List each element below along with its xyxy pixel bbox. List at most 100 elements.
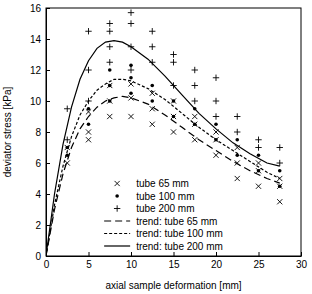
point xyxy=(192,137,197,142)
point-marker xyxy=(172,99,176,103)
x-tick-label: 25 xyxy=(253,259,265,270)
point-marker xyxy=(277,184,282,189)
y-tick-label: 12 xyxy=(30,65,42,76)
point xyxy=(171,98,176,103)
point-marker xyxy=(108,84,112,88)
point-marker xyxy=(128,95,133,100)
y-tick-mark xyxy=(46,163,50,164)
point xyxy=(277,199,282,204)
y-tick: 10 xyxy=(30,96,50,107)
legend-line xyxy=(104,233,130,234)
y-tick-mark xyxy=(46,70,50,71)
point xyxy=(213,75,219,81)
legend-label: trend: tube 200 mm xyxy=(136,241,223,252)
point-marker xyxy=(129,76,133,80)
point-marker xyxy=(255,137,261,143)
point-marker xyxy=(107,59,113,65)
point xyxy=(149,44,155,50)
x-tick: 30 xyxy=(296,252,308,270)
point xyxy=(192,114,197,119)
legend-marker-shape xyxy=(115,194,119,198)
legend-item: trend: tube 200 mm xyxy=(104,241,223,252)
point-marker xyxy=(149,28,155,34)
point-marker xyxy=(85,28,91,34)
point-marker xyxy=(213,153,218,158)
point xyxy=(108,68,112,72)
point xyxy=(278,184,282,188)
x-axis: 051015202530 xyxy=(44,252,308,270)
y-tick: 14 xyxy=(30,34,50,45)
point-marker xyxy=(256,168,261,173)
point-marker xyxy=(192,82,198,88)
legend-marker xyxy=(115,181,120,186)
point-marker xyxy=(234,113,240,119)
point-marker xyxy=(150,106,155,111)
point xyxy=(128,67,134,73)
point xyxy=(107,114,112,119)
y-tick-mark xyxy=(46,39,50,40)
point-marker xyxy=(150,84,154,88)
point-marker xyxy=(107,28,113,34)
legend-line xyxy=(104,245,130,246)
point xyxy=(86,129,91,134)
point xyxy=(150,99,154,103)
point xyxy=(171,114,176,119)
point-marker xyxy=(128,9,134,15)
point xyxy=(85,28,91,34)
point-marker xyxy=(86,129,91,134)
legend-label: trend: tube 65 mm xyxy=(136,216,217,227)
legend-marker xyxy=(115,194,119,198)
point-marker xyxy=(86,137,91,142)
point xyxy=(128,95,133,100)
legend-label: trend: tube 100 mm xyxy=(136,228,223,239)
marks xyxy=(46,9,283,256)
point-marker xyxy=(171,114,176,119)
point-marker xyxy=(277,144,283,150)
point xyxy=(277,184,282,189)
point-marker xyxy=(150,99,154,103)
y-tick-mark xyxy=(46,194,50,195)
point xyxy=(108,84,112,88)
y-axis-title: deviator stress [kPa] xyxy=(2,86,13,177)
point-marker xyxy=(214,122,218,126)
legend-label: tube 200 mm xyxy=(136,203,194,214)
plot: 0510152025300246810121416tube 65 mmtube … xyxy=(30,3,308,270)
point-marker xyxy=(107,83,112,88)
y-tick-mark xyxy=(46,132,50,133)
point-marker xyxy=(192,137,197,142)
scatter-series xyxy=(64,9,283,166)
point xyxy=(257,153,261,157)
trend-line xyxy=(46,41,280,256)
point-marker xyxy=(128,20,134,26)
point-marker xyxy=(64,106,70,112)
plot-frame xyxy=(46,8,301,256)
x-axis-title: axial sample deformation [mm] xyxy=(105,280,241,291)
point xyxy=(128,114,133,119)
x-tick: 10 xyxy=(126,252,138,270)
point-marker xyxy=(235,138,239,142)
point xyxy=(171,129,176,134)
point xyxy=(107,28,113,34)
point-marker xyxy=(87,107,91,111)
point xyxy=(107,20,113,26)
point xyxy=(277,144,283,150)
point xyxy=(150,106,155,111)
legend-item: trend: tube 100 mm xyxy=(104,228,223,239)
point-marker xyxy=(277,199,282,204)
y-tick-label: 8 xyxy=(35,127,41,138)
point xyxy=(214,122,218,126)
point-marker xyxy=(213,98,219,104)
point-marker xyxy=(128,114,133,119)
point-marker xyxy=(192,114,197,119)
point-marker xyxy=(129,64,133,68)
x-tick-label: 10 xyxy=(126,259,138,270)
legend-marker xyxy=(114,205,120,211)
x-tick-mark xyxy=(131,252,132,256)
y-tick: 6 xyxy=(35,158,50,169)
legend-item: tube 65 mm xyxy=(115,178,189,189)
point-marker xyxy=(150,122,155,127)
point xyxy=(256,168,261,173)
trend-line xyxy=(46,79,280,256)
point-marker xyxy=(235,176,240,181)
point xyxy=(255,137,261,143)
